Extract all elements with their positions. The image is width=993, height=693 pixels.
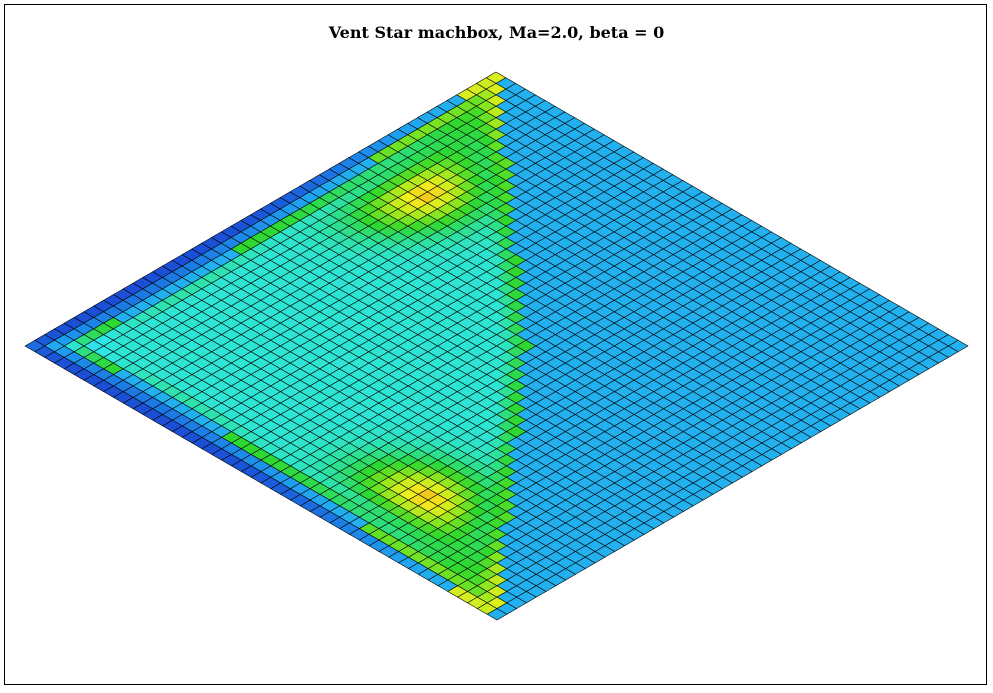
mesh-cell xyxy=(486,608,508,621)
mesh-cells xyxy=(24,71,969,621)
plot-title: Vent Star machbox, Ma=2.0, beta = 0 xyxy=(328,23,665,42)
contour-mesh-plot xyxy=(24,71,969,621)
plot-frame: Vent Star machbox, Ma=2.0, beta = 0 xyxy=(4,4,987,685)
